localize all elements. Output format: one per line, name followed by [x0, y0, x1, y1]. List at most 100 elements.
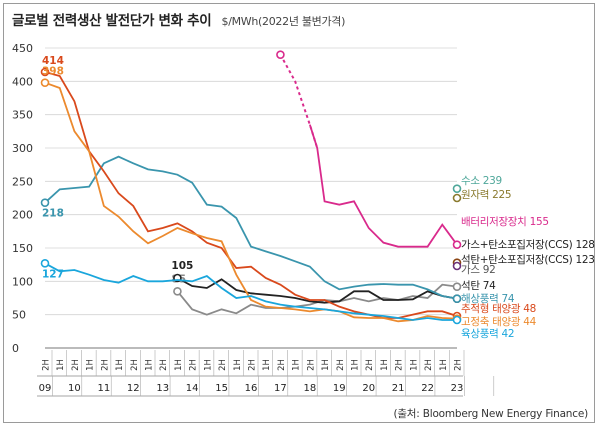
series-end-value: 239: [483, 175, 502, 187]
x-year-label: 17: [274, 383, 287, 394]
x-year-label: 21: [392, 383, 405, 394]
series-name: 추적형 태양광: [461, 303, 523, 315]
x-year-label: 18: [303, 383, 316, 394]
series-end-label: 석탄 74: [461, 280, 496, 292]
series-end-value: 128: [575, 239, 594, 251]
x-year-label: 16: [245, 383, 258, 394]
series-start-label: 105: [171, 260, 193, 272]
x-year-label: 13: [156, 383, 169, 394]
series-name: 해상풍력: [461, 292, 501, 305]
x-half-label: 1H: [380, 359, 390, 371]
x-half-label: 1H: [145, 359, 155, 371]
series-end-marker: [452, 315, 462, 325]
x-half-label: 1H: [351, 359, 361, 371]
series-end-label: 석탄+탄소포집저장(CCS) 123: [461, 254, 595, 266]
x-year-label: 12: [127, 383, 140, 394]
x-half-label: 2H: [71, 359, 81, 371]
series-start-marker: [40, 198, 50, 207]
x-half-label: 2H: [365, 359, 375, 371]
series-end-label: 수소 239: [461, 175, 502, 187]
chart-unit: $/MWh(2022년 불변가격): [221, 15, 346, 28]
x-half-label: 1H: [292, 359, 302, 371]
series-start-label: 127: [42, 268, 64, 280]
series-name: 석탄+탄소포집저장(CCS): [461, 254, 575, 266]
x-half-label: 2H: [130, 359, 140, 371]
series-end-value: 155: [530, 216, 549, 228]
series-end-label: 원자력 225: [461, 189, 511, 201]
x-half-label: 2H: [395, 359, 405, 371]
x-year-label: 10: [68, 383, 81, 394]
series-end-label: 가스 92: [461, 264, 496, 276]
series-end-marker: [452, 261, 462, 271]
series-end-value: 123: [575, 254, 594, 266]
x-half-label: 2H: [42, 359, 52, 371]
series-end-marker: [452, 240, 462, 249]
series-line: [44, 262, 457, 321]
series-end-label: 추적형 태양광 48: [461, 303, 536, 315]
x-half-label: 1H: [321, 359, 331, 371]
x-half-label: 1H: [233, 359, 243, 371]
chart-title: 글로벌 전력생산 발전단가 변화 추이: [12, 13, 212, 29]
series-name: 고정축 태양광: [461, 316, 523, 328]
x-half-label: 2H: [248, 359, 258, 371]
series-end-label: 해상풍력 74: [461, 292, 515, 305]
series-name: 원자력: [461, 189, 492, 201]
series-line: [44, 81, 458, 323]
series-start-label: 398: [42, 66, 64, 78]
series-name: 수소: [461, 175, 483, 187]
series-line: [44, 155, 458, 300]
chart-title-row: 글로벌 전력생산 발전단가 변화 추이 $/MWh(2022년 불변가격): [12, 9, 345, 29]
series-end-value: 48: [523, 303, 536, 315]
series-end-value: 42: [501, 328, 514, 340]
series-end-label: 가스+탄소포집저장(CCS) 128: [461, 239, 595, 251]
x-half-label: 2H: [100, 359, 110, 371]
series-line-dashed: [279, 54, 319, 149]
series-end-marker: [452, 193, 462, 203]
y-tick-label: 100: [12, 275, 33, 288]
series-line: [308, 124, 458, 248]
y-tick-label: 250: [12, 175, 33, 188]
series-end-marker: [452, 184, 462, 193]
chart-source: (출처: Bloomberg New Energy Finance): [393, 408, 588, 420]
x-half-label: 1H: [409, 359, 419, 371]
series-name: 육상풍력: [461, 328, 501, 340]
chart-frame: [3, 3, 595, 423]
series-end-value: 44: [523, 316, 536, 328]
series-end-value: 74: [501, 293, 514, 305]
x-half-label: 2H: [336, 359, 346, 371]
x-half-label: 2H: [277, 359, 287, 371]
x-half-label: 2H: [159, 359, 169, 371]
series-start-label: 218: [42, 208, 64, 220]
x-year-label: 09: [39, 383, 52, 394]
series-end-value: 74: [483, 280, 496, 292]
y-tick-label: 400: [12, 75, 33, 88]
x-half-label: 2H: [189, 359, 199, 371]
series-end-value: 92: [483, 264, 496, 276]
y-tick-label: 350: [12, 109, 33, 122]
series-end-marker: [452, 294, 462, 303]
x-half-label: 2H: [424, 359, 434, 371]
series-name: 배터리저장장치: [461, 216, 530, 228]
series-end-label: 배터리저장장치 155: [461, 216, 549, 228]
series-name: 가스+탄소포집저장(CCS): [461, 239, 575, 251]
series-start-marker: [40, 67, 50, 77]
series-end-value: 225: [492, 189, 511, 201]
x-half-label: 1H: [115, 359, 125, 371]
x-half-label: 2H: [306, 359, 316, 371]
x-half-label: 1H: [174, 359, 184, 371]
series-start-marker: [40, 78, 50, 87]
series-name: 석탄: [461, 280, 483, 292]
y-tick-label: 300: [12, 142, 33, 155]
series-start-marker: [173, 287, 182, 296]
x-year-label: 20: [362, 383, 375, 394]
y-tick-label: 50: [12, 309, 26, 322]
series-name: 가스: [461, 264, 483, 276]
x-half-label: 1H: [86, 359, 96, 371]
series-end-label: 고정축 태양광 44: [461, 316, 537, 328]
x-half-label: 2H: [454, 359, 464, 371]
x-year-label: 19: [333, 383, 346, 394]
series-end-marker: [452, 282, 462, 291]
y-tick-label: 200: [12, 209, 33, 222]
y-tick-label: 150: [12, 242, 33, 255]
